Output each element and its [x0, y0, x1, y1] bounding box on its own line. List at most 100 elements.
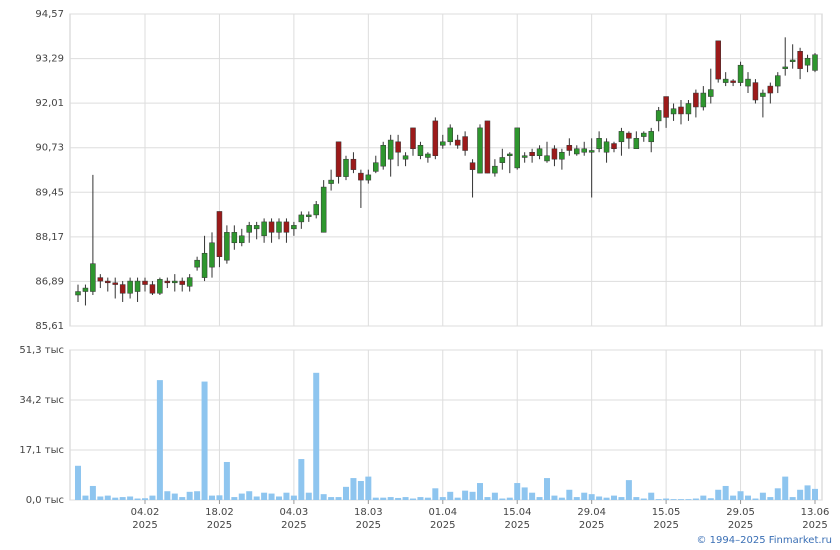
candle-body: [365, 174, 372, 181]
candle-body: [172, 280, 178, 284]
x-tick-label: 15.04 2025: [502, 507, 532, 531]
candle-body: [320, 186, 327, 233]
candle-body: [134, 280, 141, 292]
candle-body: [700, 92, 707, 108]
volume-bar: [238, 493, 245, 500]
volume-bar: [343, 486, 349, 500]
candle-body: [797, 51, 803, 69]
volume-bar: [350, 478, 357, 500]
candle-body: [373, 162, 379, 172]
candle-body: [760, 92, 766, 97]
candle-body: [410, 127, 416, 150]
candle-body: [432, 120, 439, 156]
volume-bar: [611, 495, 617, 500]
candle-body: [767, 85, 774, 94]
volume-bar: [640, 498, 647, 500]
candle-body: [737, 64, 744, 83]
candle-body: [626, 132, 632, 139]
candle-body: [804, 57, 811, 66]
candle-body: [752, 82, 759, 101]
volume-bar: [454, 497, 461, 500]
candle-body: [246, 225, 252, 233]
candle-body: [559, 151, 565, 160]
volume-bar: [410, 498, 416, 500]
volume-bar: [648, 492, 655, 500]
y-tick-label: 93,29: [35, 54, 64, 65]
volume-bar: [625, 480, 632, 500]
volume-bar: [700, 495, 707, 500]
candle-body: [164, 280, 171, 284]
candle-body: [655, 110, 662, 122]
volume-bar: [432, 488, 439, 500]
volume-bar: [283, 492, 290, 500]
volume-bar: [491, 492, 498, 500]
candle-body: [119, 284, 126, 294]
candle-body: [611, 143, 617, 150]
candle-body: [268, 221, 275, 233]
candle-body: [514, 127, 520, 169]
candle-body: [492, 165, 498, 174]
candle-body: [209, 242, 215, 268]
volume-bar: [402, 497, 409, 500]
volume-bar: [707, 498, 714, 500]
volume-bar: [313, 372, 320, 500]
candle-body: [477, 127, 483, 174]
candle-body: [276, 221, 282, 233]
y-tick-label: 94,57: [35, 9, 64, 20]
candle-body: [581, 148, 587, 153]
volume-bar: [782, 476, 789, 500]
volume-bar: [276, 496, 282, 500]
volume-bar: [715, 489, 722, 500]
volume-bar: [536, 497, 543, 500]
volume-bar: [372, 497, 379, 500]
volume-bar: [231, 497, 238, 500]
candle-body: [529, 151, 535, 156]
volume-bar: [424, 497, 431, 500]
candle-body: [596, 138, 602, 150]
candle-body: [730, 80, 736, 83]
candle-body: [685, 103, 692, 115]
candle-body: [149, 284, 156, 294]
volume-bar: [469, 491, 476, 500]
candle-body: [536, 148, 543, 156]
volume-bar: [97, 496, 104, 500]
candle-body: [566, 145, 573, 151]
candle-body: [387, 139, 394, 160]
x-tick-label: 04.03 2025: [279, 507, 309, 531]
volume-bar: [789, 497, 796, 500]
volume-tick-label: 17,1 тыс: [19, 445, 64, 456]
volume-bar: [484, 497, 491, 500]
volume-bar: [179, 497, 186, 500]
y-tick-label: 92,01: [35, 98, 64, 109]
volume-bar: [514, 483, 521, 500]
volume-bar: [305, 492, 312, 500]
volume-bar: [596, 496, 603, 500]
candle-body: [402, 155, 409, 160]
volume-bar: [685, 499, 692, 500]
candle-body: [90, 263, 96, 292]
volume-bar: [134, 498, 141, 500]
candle-body: [454, 139, 461, 146]
volume-bar: [566, 489, 573, 500]
candle-body: [588, 150, 595, 153]
candle-body: [618, 131, 625, 143]
candle-body: [693, 92, 699, 108]
candle-body: [670, 108, 677, 115]
volume-bar: [290, 495, 297, 500]
candle-body: [544, 155, 550, 162]
candle-body: [648, 131, 654, 143]
candle-body: [261, 221, 267, 237]
volume-bar: [544, 478, 550, 500]
volume-bar: [201, 381, 208, 500]
volume-bar: [357, 480, 364, 500]
volume-bar: [261, 492, 268, 500]
volume-bar: [186, 491, 193, 500]
x-tick-label: 29.05 2025: [726, 507, 755, 531]
volume-bar: [529, 492, 536, 500]
volume-bar: [797, 489, 804, 500]
candle-body: [782, 66, 788, 69]
volume-bar: [320, 494, 327, 500]
volume-bar: [387, 497, 394, 500]
